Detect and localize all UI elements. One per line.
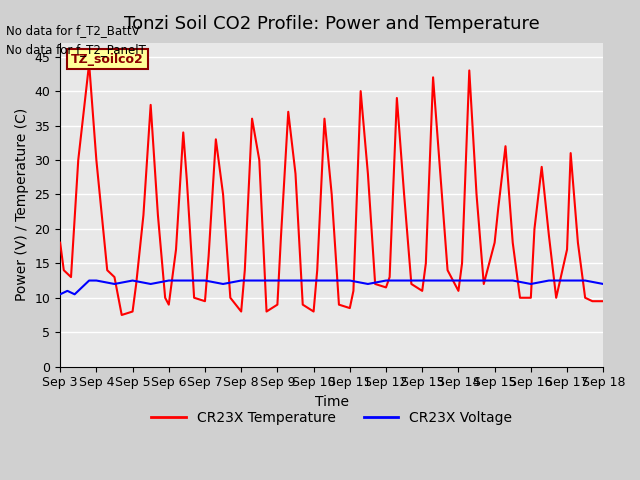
Text: TZ_soilco2: TZ_soilco2 [71, 53, 144, 66]
Text: No data for f_T2_BattV: No data for f_T2_BattV [6, 24, 140, 36]
Title: Tonzi Soil CO2 Profile: Power and Temperature: Tonzi Soil CO2 Profile: Power and Temper… [124, 15, 540, 33]
Legend: CR23X Temperature, CR23X Voltage: CR23X Temperature, CR23X Voltage [145, 406, 518, 431]
Text: No data for f_T2_PanelT: No data for f_T2_PanelT [6, 43, 147, 56]
Y-axis label: Power (V) / Temperature (C): Power (V) / Temperature (C) [15, 108, 29, 301]
X-axis label: Time: Time [315, 395, 349, 409]
